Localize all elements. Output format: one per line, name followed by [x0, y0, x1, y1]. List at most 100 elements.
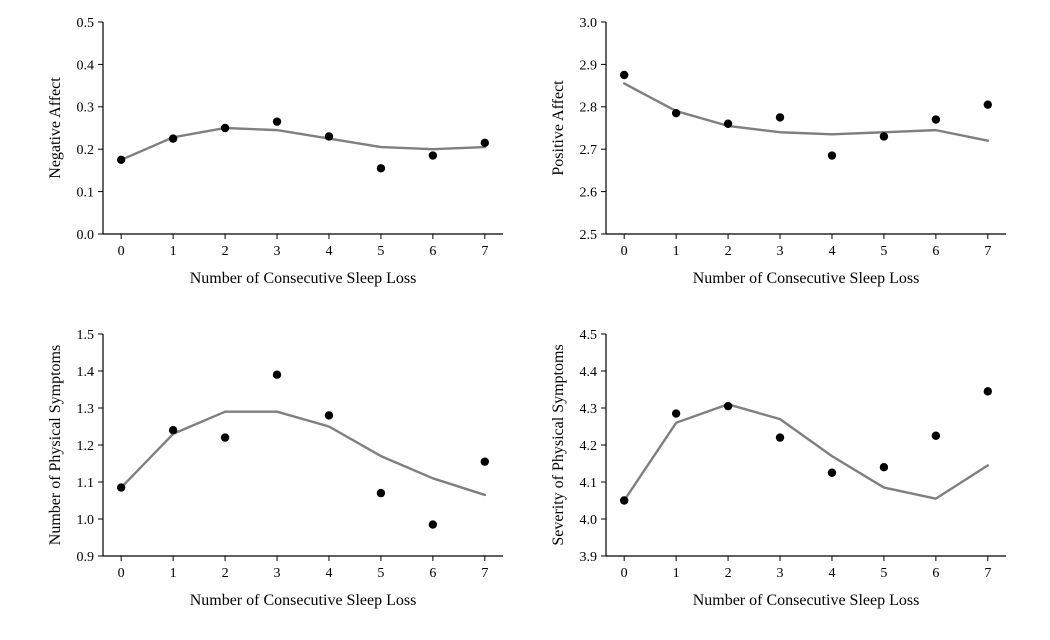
y-axis-title: Positive Affect: [550, 80, 567, 176]
y-tick-label: 0.3: [77, 101, 95, 116]
x-axis-title: Number of Consecutive Sleep Loss: [693, 270, 920, 287]
data-point: [776, 113, 784, 121]
data-point: [481, 457, 489, 465]
data-point: [932, 432, 940, 440]
x-tick-label: 5: [377, 566, 384, 581]
y-tick-label: 4.5: [580, 328, 598, 343]
x-tick-label: 7: [984, 566, 991, 581]
x-tick-label: 4: [325, 566, 332, 581]
data-point: [481, 139, 489, 147]
x-tick-label: 2: [725, 566, 732, 581]
y-tick-label: 0.9: [77, 550, 95, 565]
data-point: [221, 124, 229, 132]
data-point: [325, 132, 333, 140]
x-axis-title: Number of Consecutive Sleep Loss: [190, 592, 417, 609]
y-tick-label: 4.1: [580, 476, 598, 491]
panel-negative-affect: 012345670.00.10.20.30.40.5Number of Cons…: [35, 10, 515, 300]
data-point: [620, 496, 628, 504]
y-tick-label: 0.1: [77, 186, 95, 201]
trend-line: [121, 412, 485, 495]
x-tick-label: 1: [170, 244, 177, 259]
y-tick-label: 2.6: [580, 186, 598, 201]
data-point: [377, 489, 385, 497]
y-tick-label: 0.5: [77, 16, 95, 31]
data-point: [117, 483, 125, 491]
y-tick-label: 3.0: [580, 16, 598, 31]
y-axis-title: Severity of Physical Symptoms: [550, 344, 567, 545]
chart-positive-affect: 012345672.52.62.72.82.93.0Number of Cons…: [538, 10, 1018, 300]
panel-severity-physical-symptoms: 012345673.94.04.14.24.34.44.5Number of C…: [538, 322, 1018, 622]
y-tick-label: 4.4: [580, 365, 598, 380]
x-tick-label: 3: [777, 566, 784, 581]
data-point: [429, 520, 437, 528]
y-axis-title: Number of Physical Symptoms: [47, 345, 64, 545]
panel-positive-affect: 012345672.52.62.72.82.93.0Number of Cons…: [538, 10, 1018, 300]
data-point: [828, 469, 836, 477]
data-point: [984, 387, 992, 395]
y-tick-label: 2.5: [580, 228, 598, 243]
x-tick-label: 5: [880, 244, 887, 259]
y-tick-label: 4.0: [580, 513, 598, 528]
x-tick-label: 6: [429, 566, 436, 581]
x-tick-label: 1: [170, 566, 177, 581]
y-tick-label: 1.4: [77, 365, 95, 380]
y-axis-title: Negative Affect: [47, 77, 64, 179]
x-tick-label: 0: [621, 566, 628, 581]
x-tick-label: 1: [673, 566, 680, 581]
data-point: [377, 164, 385, 172]
x-tick-label: 2: [222, 566, 229, 581]
trend-line: [624, 404, 988, 500]
chart-negative-affect: 012345670.00.10.20.30.40.5Number of Cons…: [35, 10, 515, 300]
x-axis-title: Number of Consecutive Sleep Loss: [693, 592, 920, 609]
x-tick-label: 5: [880, 566, 887, 581]
x-tick-label: 4: [828, 566, 835, 581]
data-point: [273, 371, 281, 379]
chart-num-physical-symptoms: 0 1 2 3 4 5 6 7 0.9 1.0 1.1 1.2 1.3 1.4 1.5 Number of C…: [35, 322, 515, 622]
y-tick-label: 2.7: [580, 143, 598, 158]
chart-severity-physical-symptoms: 012345673.94.04.14.24.34.44.5Number of C…: [538, 322, 1018, 622]
x-tick-label: 0: [621, 244, 628, 259]
x-tick-label: 7: [481, 244, 488, 259]
x-tick-label: 7: [984, 244, 991, 259]
data-point: [117, 156, 125, 164]
y-tick-label: 1.3: [77, 402, 95, 417]
y-tick-label: 0.0: [77, 228, 95, 243]
x-tick-label: 6: [932, 566, 939, 581]
x-tick-label: 2: [222, 244, 229, 259]
data-point: [620, 71, 628, 79]
y-tick-label: 4.2: [580, 439, 598, 454]
data-point: [672, 109, 680, 117]
y-tick-label: 2.8: [580, 101, 598, 116]
data-point: [429, 151, 437, 159]
y-tick-label: 0.2: [77, 143, 95, 158]
x-tick-label: 3: [777, 244, 784, 259]
x-tick-label: 2: [725, 244, 732, 259]
x-tick-label: 6: [429, 244, 436, 259]
y-tick-label: 1.5: [77, 328, 95, 343]
y-tick-label: 1.1: [77, 476, 95, 491]
x-tick-label: 4: [828, 244, 835, 259]
data-point: [828, 151, 836, 159]
x-tick-label: 0: [118, 244, 125, 259]
y-tick-label: 1.2: [77, 439, 95, 454]
data-point: [325, 411, 333, 419]
x-tick-label: 0: [118, 566, 125, 581]
data-point: [169, 134, 177, 142]
y-tick-label: 4.3: [580, 402, 598, 417]
data-point: [672, 409, 680, 417]
data-point: [880, 132, 888, 140]
data-point: [724, 402, 732, 410]
data-point: [932, 115, 940, 123]
x-axis-title: Number of Consecutive Sleep Loss: [190, 270, 417, 287]
data-point: [273, 117, 281, 125]
data-point: [984, 100, 992, 108]
x-tick-label: 7: [481, 566, 488, 581]
y-tick-label: 2.9: [580, 58, 598, 73]
y-tick-label: 1.0: [77, 513, 95, 528]
data-point: [776, 433, 784, 441]
x-tick-label: 6: [932, 244, 939, 259]
x-tick-label: 3: [274, 244, 281, 259]
x-tick-label: 5: [377, 244, 384, 259]
figure: 012345670.00.10.20.30.40.5Number of Cons…: [0, 0, 1050, 640]
x-tick-label: 3: [274, 566, 281, 581]
